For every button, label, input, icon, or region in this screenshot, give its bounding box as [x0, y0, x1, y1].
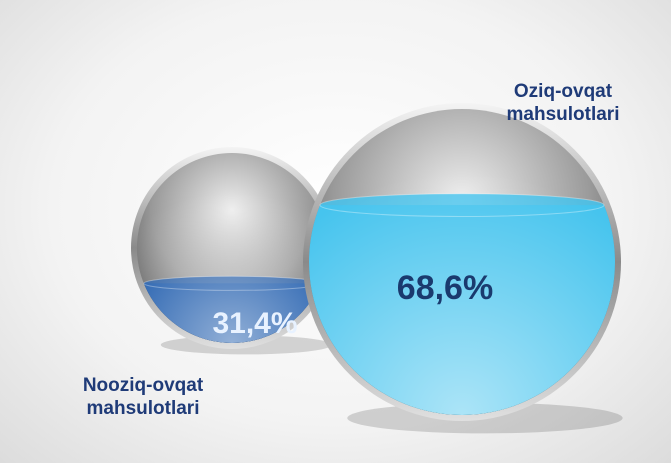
category-label: Oziq-ovqat mahsulotlari [506, 81, 620, 125]
sphere: 68,6% [303, 103, 623, 434]
sphere: 31,4% [131, 147, 333, 355]
value-label: 31,4% [212, 307, 297, 340]
liquid-shine [309, 109, 615, 415]
category-label: Nooziq-ovqat mahsulotlari [82, 375, 204, 419]
liquid-shine [137, 153, 327, 343]
value-label: 68,6% [397, 269, 493, 307]
